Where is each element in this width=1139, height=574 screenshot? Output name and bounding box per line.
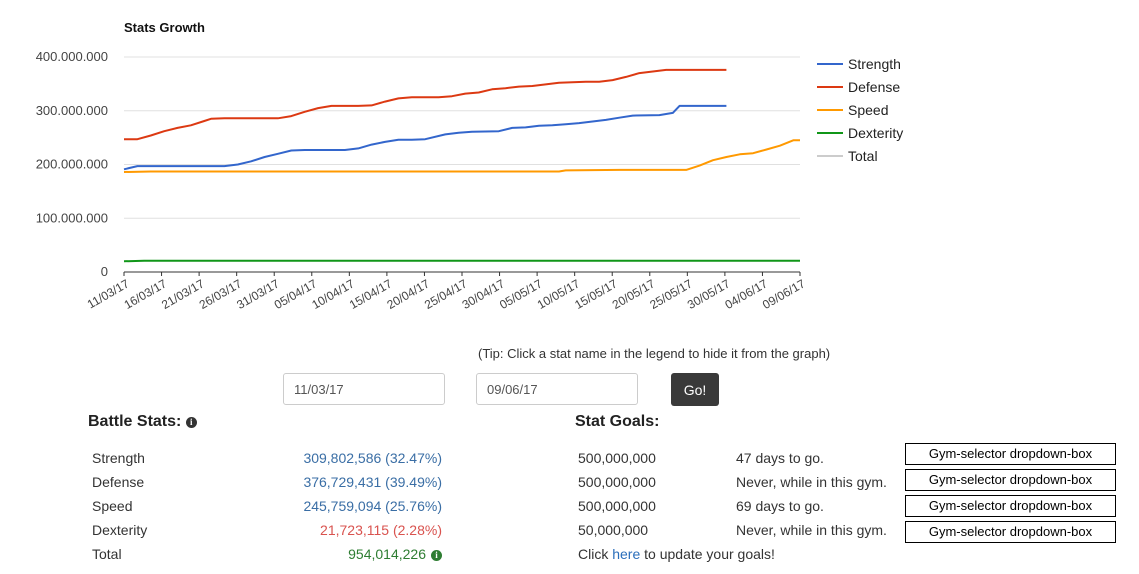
- legend-label[interactable]: Total: [848, 148, 878, 164]
- goal-eta: Never, while in this gym.: [736, 522, 887, 538]
- battle-stat-value: 309,802,586 (32.47%): [303, 450, 442, 466]
- gym-selector-dropdown[interactable]: Gym-selector dropdown-box: [905, 443, 1116, 465]
- stat-goals-title: Stat Goals:: [575, 413, 660, 430]
- chart-grid: [124, 56, 800, 273]
- legend-label[interactable]: Strength: [848, 56, 901, 72]
- battle-stats-heading: Battle Stats: i: [88, 413, 197, 431]
- legend-item-total[interactable]: Total: [817, 148, 878, 164]
- gym-selector-dropdown[interactable]: Gym-selector dropdown-box: [905, 469, 1116, 491]
- y-axis-ticks: 0 100.000.000 200.000.000 300.000.000 400.00…: [36, 49, 108, 279]
- x-axis-ticks: 11/03/1716/03/1721/03/1726/03/1731/03/17…: [85, 272, 808, 312]
- battle-stat-name: Dexterity: [92, 522, 148, 538]
- series-line-defense: [124, 68, 727, 141]
- battle-stat-value: 21,723,115 (2.28%): [320, 522, 442, 538]
- y-tick-label: 300.000.000: [36, 103, 108, 118]
- battle-stat-value: 954,014,226 i: [0, 546, 442, 562]
- stats-growth-chart: Stats Growth 0 100.000.000 200.000.000 300.…: [36, 20, 904, 312]
- chart-legend[interactable]: Strength Defense Speed Dexterity Total: [817, 56, 903, 164]
- update-suffix: to update your goals!: [644, 546, 775, 562]
- start-date-input[interactable]: [283, 373, 445, 405]
- gym-selector-dropdown[interactable]: Gym-selector dropdown-box: [905, 521, 1116, 543]
- go-button[interactable]: Go!: [671, 373, 719, 406]
- legend-item-defense[interactable]: Defense: [817, 79, 900, 95]
- battle-stat-name: Defense: [92, 474, 145, 490]
- update-goals-link[interactable]: here: [612, 546, 641, 562]
- battle-stat-value: 245,759,094 (25.76%): [303, 498, 442, 514]
- info-icon[interactable]: i: [431, 550, 442, 561]
- y-tick-label: 100.000.000: [36, 210, 108, 225]
- goal-value: 50,000,000: [578, 522, 649, 538]
- chart-title: Stats Growth: [124, 20, 205, 35]
- legend-item-dexterity[interactable]: Dexterity: [817, 125, 903, 141]
- update-prefix: Click: [578, 546, 609, 562]
- series-line-speed: [123, 139, 800, 173]
- legend-label[interactable]: Speed: [848, 102, 888, 118]
- x-tick-label: 09/06/17: [760, 276, 808, 312]
- battle-stat-value: 376,729,431 (39.49%): [303, 474, 442, 490]
- gym-selector-dropdown[interactable]: Gym-selector dropdown-box: [905, 495, 1116, 517]
- end-date-input[interactable]: [476, 373, 638, 405]
- goal-value: 500,000,000: [578, 474, 656, 490]
- y-tick-label: 200.000.000: [36, 157, 108, 172]
- battle-stats-title: Battle Stats:: [88, 413, 182, 430]
- series-line-dexterity: [123, 259, 800, 263]
- goal-eta: 47 days to go.: [736, 450, 824, 466]
- update-goals-line: Click here to update your goals!: [578, 546, 775, 562]
- chart-series-lines: [123, 68, 800, 263]
- legend-item-strength[interactable]: Strength: [817, 56, 901, 72]
- info-icon[interactable]: i: [185, 417, 197, 428]
- legend-item-speed[interactable]: Speed: [817, 102, 888, 118]
- goal-value: 500,000,000: [578, 450, 656, 466]
- y-tick-label: 400.000.000: [36, 49, 108, 64]
- goal-eta: 69 days to go.: [736, 498, 824, 514]
- battle-stat-name: Strength: [92, 450, 145, 466]
- series-line-strength: [123, 104, 727, 171]
- legend-label[interactable]: Defense: [848, 79, 900, 95]
- legend-tip-text: (Tip: Click a stat name in the legend to…: [478, 346, 831, 361]
- battle-stat-name: Total: [92, 546, 122, 562]
- battle-stat-name: Speed: [92, 498, 133, 514]
- goal-eta: Never, while in this gym.: [736, 474, 887, 490]
- goal-value: 500,000,000: [578, 498, 656, 514]
- legend-label[interactable]: Dexterity: [848, 125, 903, 141]
- y-tick-label: 0: [101, 264, 108, 279]
